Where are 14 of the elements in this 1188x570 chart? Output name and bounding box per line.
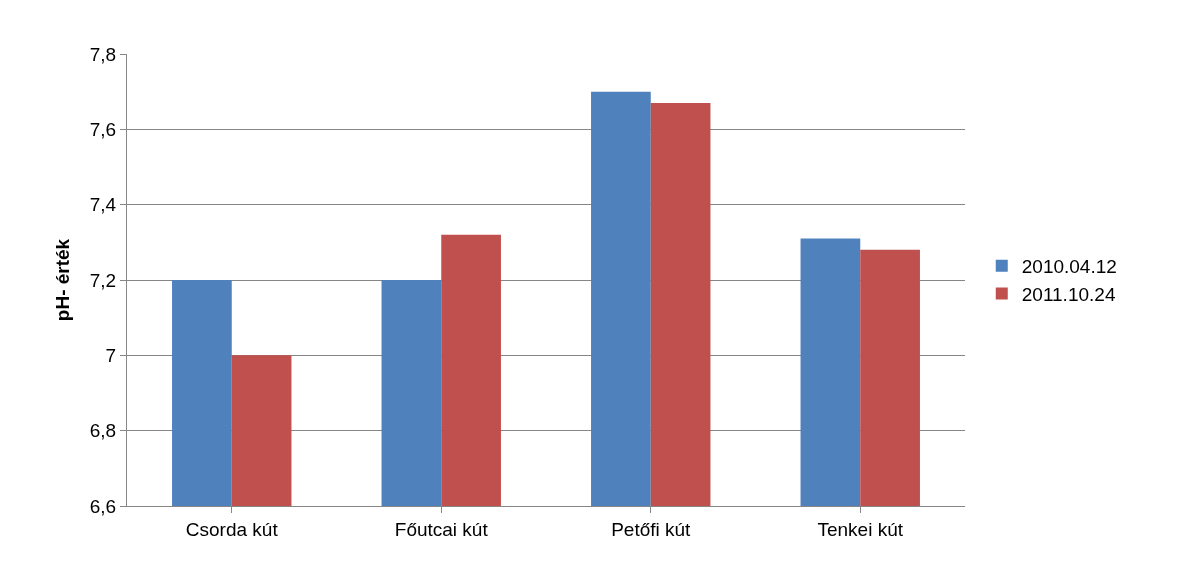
y-tick-label: 6,8 xyxy=(89,420,117,442)
x-tick-label: Petőfi kút xyxy=(611,518,692,540)
x-tick-label: Csorda kút xyxy=(185,518,279,540)
x-tick-label: Tenkei kút xyxy=(817,518,904,540)
y-tick-label: 7,4 xyxy=(89,194,117,216)
y-axis-title: pH- érték xyxy=(51,238,73,322)
y-tick-label: 7 xyxy=(105,344,117,366)
x-tick-label: Főutcai kút xyxy=(394,518,489,540)
y-tick-label: 6,6 xyxy=(89,495,117,517)
legend-label: 2011.10.24 xyxy=(1021,283,1116,305)
y-tick-label: 7,6 xyxy=(89,118,117,140)
legend-label: 2010.04.12 xyxy=(1021,256,1117,278)
y-tick-label: 7,2 xyxy=(89,269,117,291)
y-tick-label: 7,8 xyxy=(89,43,117,65)
